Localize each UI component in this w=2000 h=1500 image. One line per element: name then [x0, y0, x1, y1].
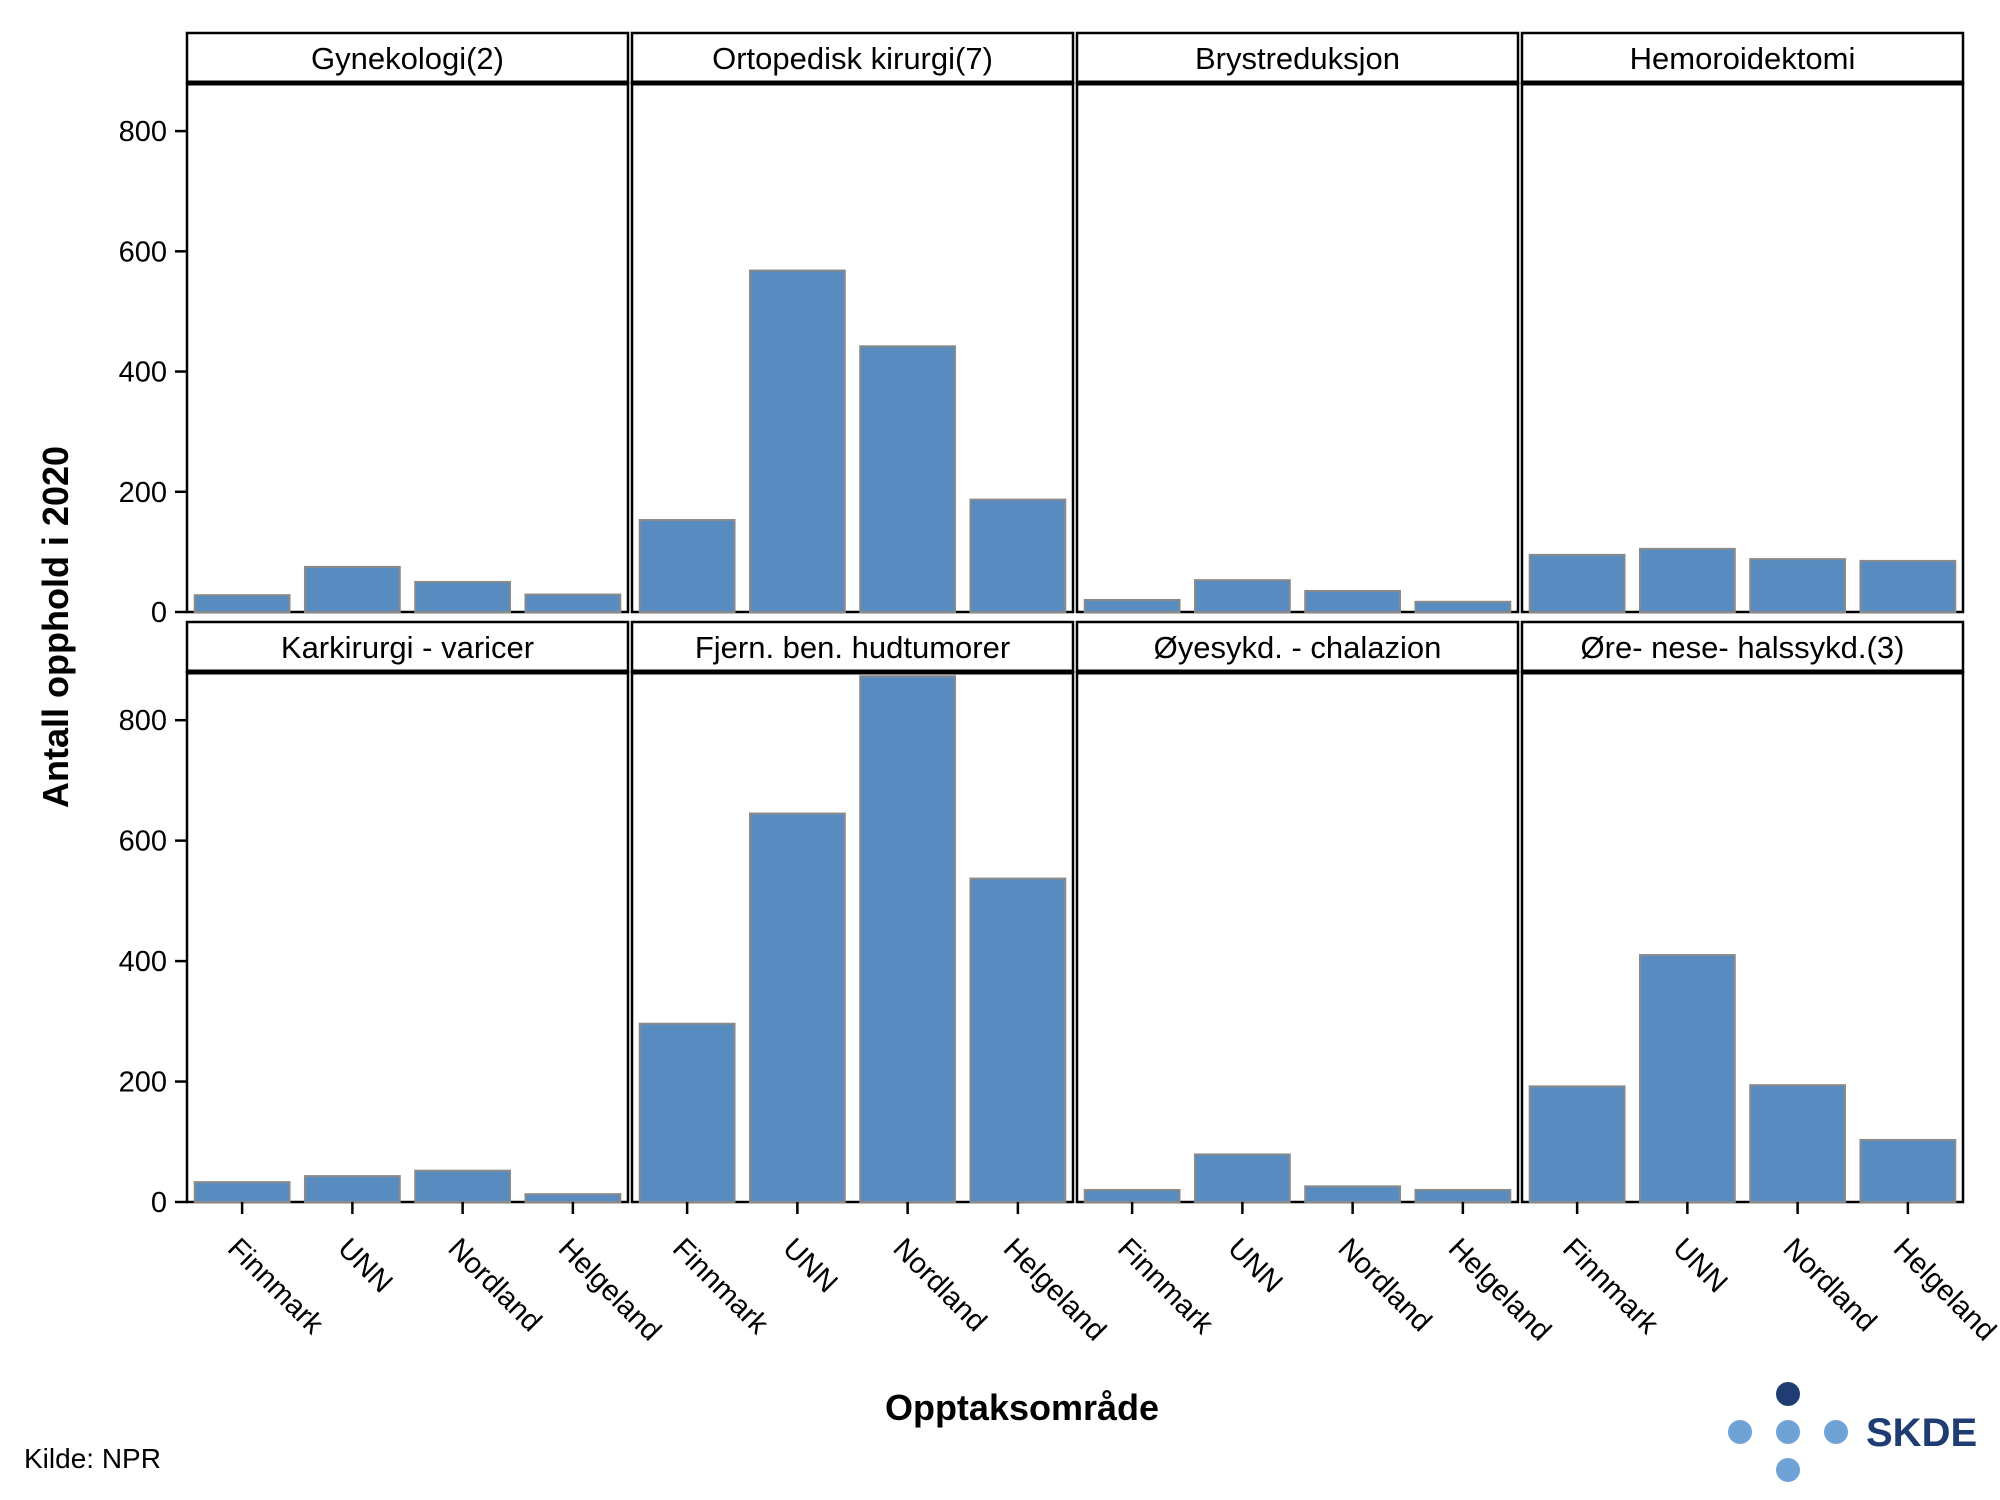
facet-panel: Fjern. ben. hudtumorer	[630, 620, 1075, 1204]
facet-title: Ortopedisk kirurgi(7)	[712, 41, 993, 76]
y-tick-label: 200	[119, 477, 167, 509]
bar-nordland	[414, 1169, 512, 1203]
facet-title: Øre- nese- halssykd.(3)	[1581, 630, 1905, 665]
bar-nordland	[859, 345, 957, 613]
facet-title: Øyesykd. - chalazion	[1154, 630, 1442, 665]
y-tick-label: 800	[119, 116, 167, 148]
bar-finnmark	[1083, 598, 1181, 614]
logo-dot-bottom	[1776, 1458, 1800, 1482]
bar-finnmark	[1083, 1188, 1181, 1204]
x-tick-label: Nordland	[887, 1232, 993, 1338]
logo-dot-left	[1728, 1420, 1752, 1444]
y-tick-label: 0	[151, 597, 167, 629]
bar-nordland	[1304, 1185, 1402, 1204]
y-tick-label: 0	[151, 1187, 167, 1219]
y-tick-label: 800	[119, 705, 167, 737]
bar-unn	[303, 565, 401, 614]
facet-strip	[185, 620, 630, 674]
bar-unn	[1638, 954, 1736, 1203]
bar-nordland	[1304, 589, 1402, 613]
x-tick-label: UNN	[331, 1232, 398, 1299]
facet-strip	[630, 620, 1075, 674]
y-tick-label: 200	[119, 1067, 167, 1099]
x-tick-label: Helgeland	[552, 1232, 667, 1347]
y-tick-label: 400	[119, 946, 167, 978]
x-axes: Finnmark UNN Nordland Helgeland Finnmark UNN N…	[221, 1202, 2000, 1347]
bar-nordland	[1749, 1084, 1847, 1203]
facet-strip	[185, 31, 630, 85]
plot-area	[185, 81, 630, 614]
x-tick-label: Helgeland	[1442, 1232, 1557, 1347]
facet-panel: Øre- nese- halssykd.(3)	[1520, 620, 1965, 1204]
bar-nordland	[1749, 558, 1847, 613]
y-tick-label: 600	[119, 236, 167, 268]
y-tick-label: 400	[119, 357, 167, 389]
y-axes: 0 200 400 600 800 0 200 400 600 800	[119, 116, 187, 1219]
bar-unn	[1193, 579, 1291, 613]
bar-finnmark	[193, 594, 291, 613]
facet-title: Gynekologi(2)	[311, 41, 504, 76]
x-tick-label: Finnmark	[221, 1232, 329, 1340]
x-tick-label: Helgeland	[1887, 1232, 2000, 1347]
facet-title: Karkirurgi - varicer	[281, 630, 534, 665]
facet-panel: Hemoroidektomi	[1520, 31, 1965, 614]
x-tick-label: Helgeland	[997, 1232, 1112, 1347]
plot-area	[1520, 81, 1965, 614]
bar-helgeland	[1859, 1138, 1957, 1204]
facet-title: Brystreduksjon	[1195, 41, 1400, 76]
skde-logo: SKDE	[1728, 1382, 1977, 1482]
logo-text: SKDE	[1866, 1411, 1977, 1455]
bar-helgeland	[1414, 600, 1512, 614]
x-tick-label: Nordland	[442, 1232, 548, 1338]
bar-helgeland	[1414, 1188, 1512, 1204]
x-tick-label: Finnmark	[666, 1232, 774, 1340]
bar-finnmark	[638, 519, 736, 613]
bar-nordland	[414, 580, 512, 613]
facet-strip	[630, 31, 1075, 85]
plot-area	[185, 670, 630, 1204]
x-tick-label: Finnmark	[1111, 1232, 1219, 1340]
bar-finnmark	[638, 1022, 736, 1204]
x-tick-label: Nordland	[1777, 1232, 1883, 1338]
bar-finnmark	[1528, 553, 1626, 613]
facet-panel: Brystreduksjon	[1075, 31, 1520, 614]
y-axis-title: Antall opphold i 2020	[35, 446, 76, 808]
plot-area	[1075, 81, 1520, 614]
bar-unn	[1193, 1153, 1291, 1203]
bar-finnmark	[1528, 1085, 1626, 1204]
facet-strip	[1520, 620, 1965, 674]
facet-panel: Ortopedisk kirurgi(7)	[630, 31, 1075, 614]
bar-nordland	[859, 675, 957, 1203]
logo-dot-right	[1824, 1420, 1848, 1444]
facet-panel: Gynekologi(2)	[185, 31, 630, 614]
x-tick-label: UNN	[1221, 1232, 1288, 1299]
source-note: Kilde: NPR	[24, 1443, 161, 1474]
bar-helgeland	[969, 877, 1067, 1203]
facet-panel: Øyesykd. - chalazion	[1075, 620, 1520, 1204]
facet-strip	[1075, 31, 1520, 85]
x-tick-label: Finnmark	[1556, 1232, 1664, 1340]
bar-finnmark	[193, 1181, 291, 1203]
bar-unn	[748, 269, 846, 613]
chart-panels: Gynekologi(2) Ortopedisk kirurgi(7) Brystr…	[185, 31, 1965, 1204]
bar-helgeland	[524, 593, 622, 613]
plot-area	[1075, 670, 1520, 1204]
bar-helgeland	[969, 498, 1067, 613]
y-tick-label: 600	[119, 826, 167, 858]
facet-title: Hemoroidektomi	[1630, 41, 1856, 76]
x-tick-label: UNN	[1666, 1232, 1733, 1299]
facet-title: Fjern. ben. hudtumorer	[695, 630, 1010, 665]
bar-helgeland	[1859, 559, 1957, 613]
bar-unn	[303, 1175, 401, 1204]
facet-panel: Karkirurgi - varicer	[185, 620, 630, 1204]
bar-helgeland	[524, 1193, 622, 1203]
bar-unn	[748, 812, 846, 1204]
logo-dot-center	[1776, 1420, 1800, 1444]
x-tick-label: UNN	[776, 1232, 843, 1299]
x-axis-title: Opptaksområde	[885, 1387, 1159, 1428]
logo-dot-top	[1776, 1382, 1800, 1406]
x-tick-label: Nordland	[1332, 1232, 1438, 1338]
bar-unn	[1638, 547, 1736, 613]
